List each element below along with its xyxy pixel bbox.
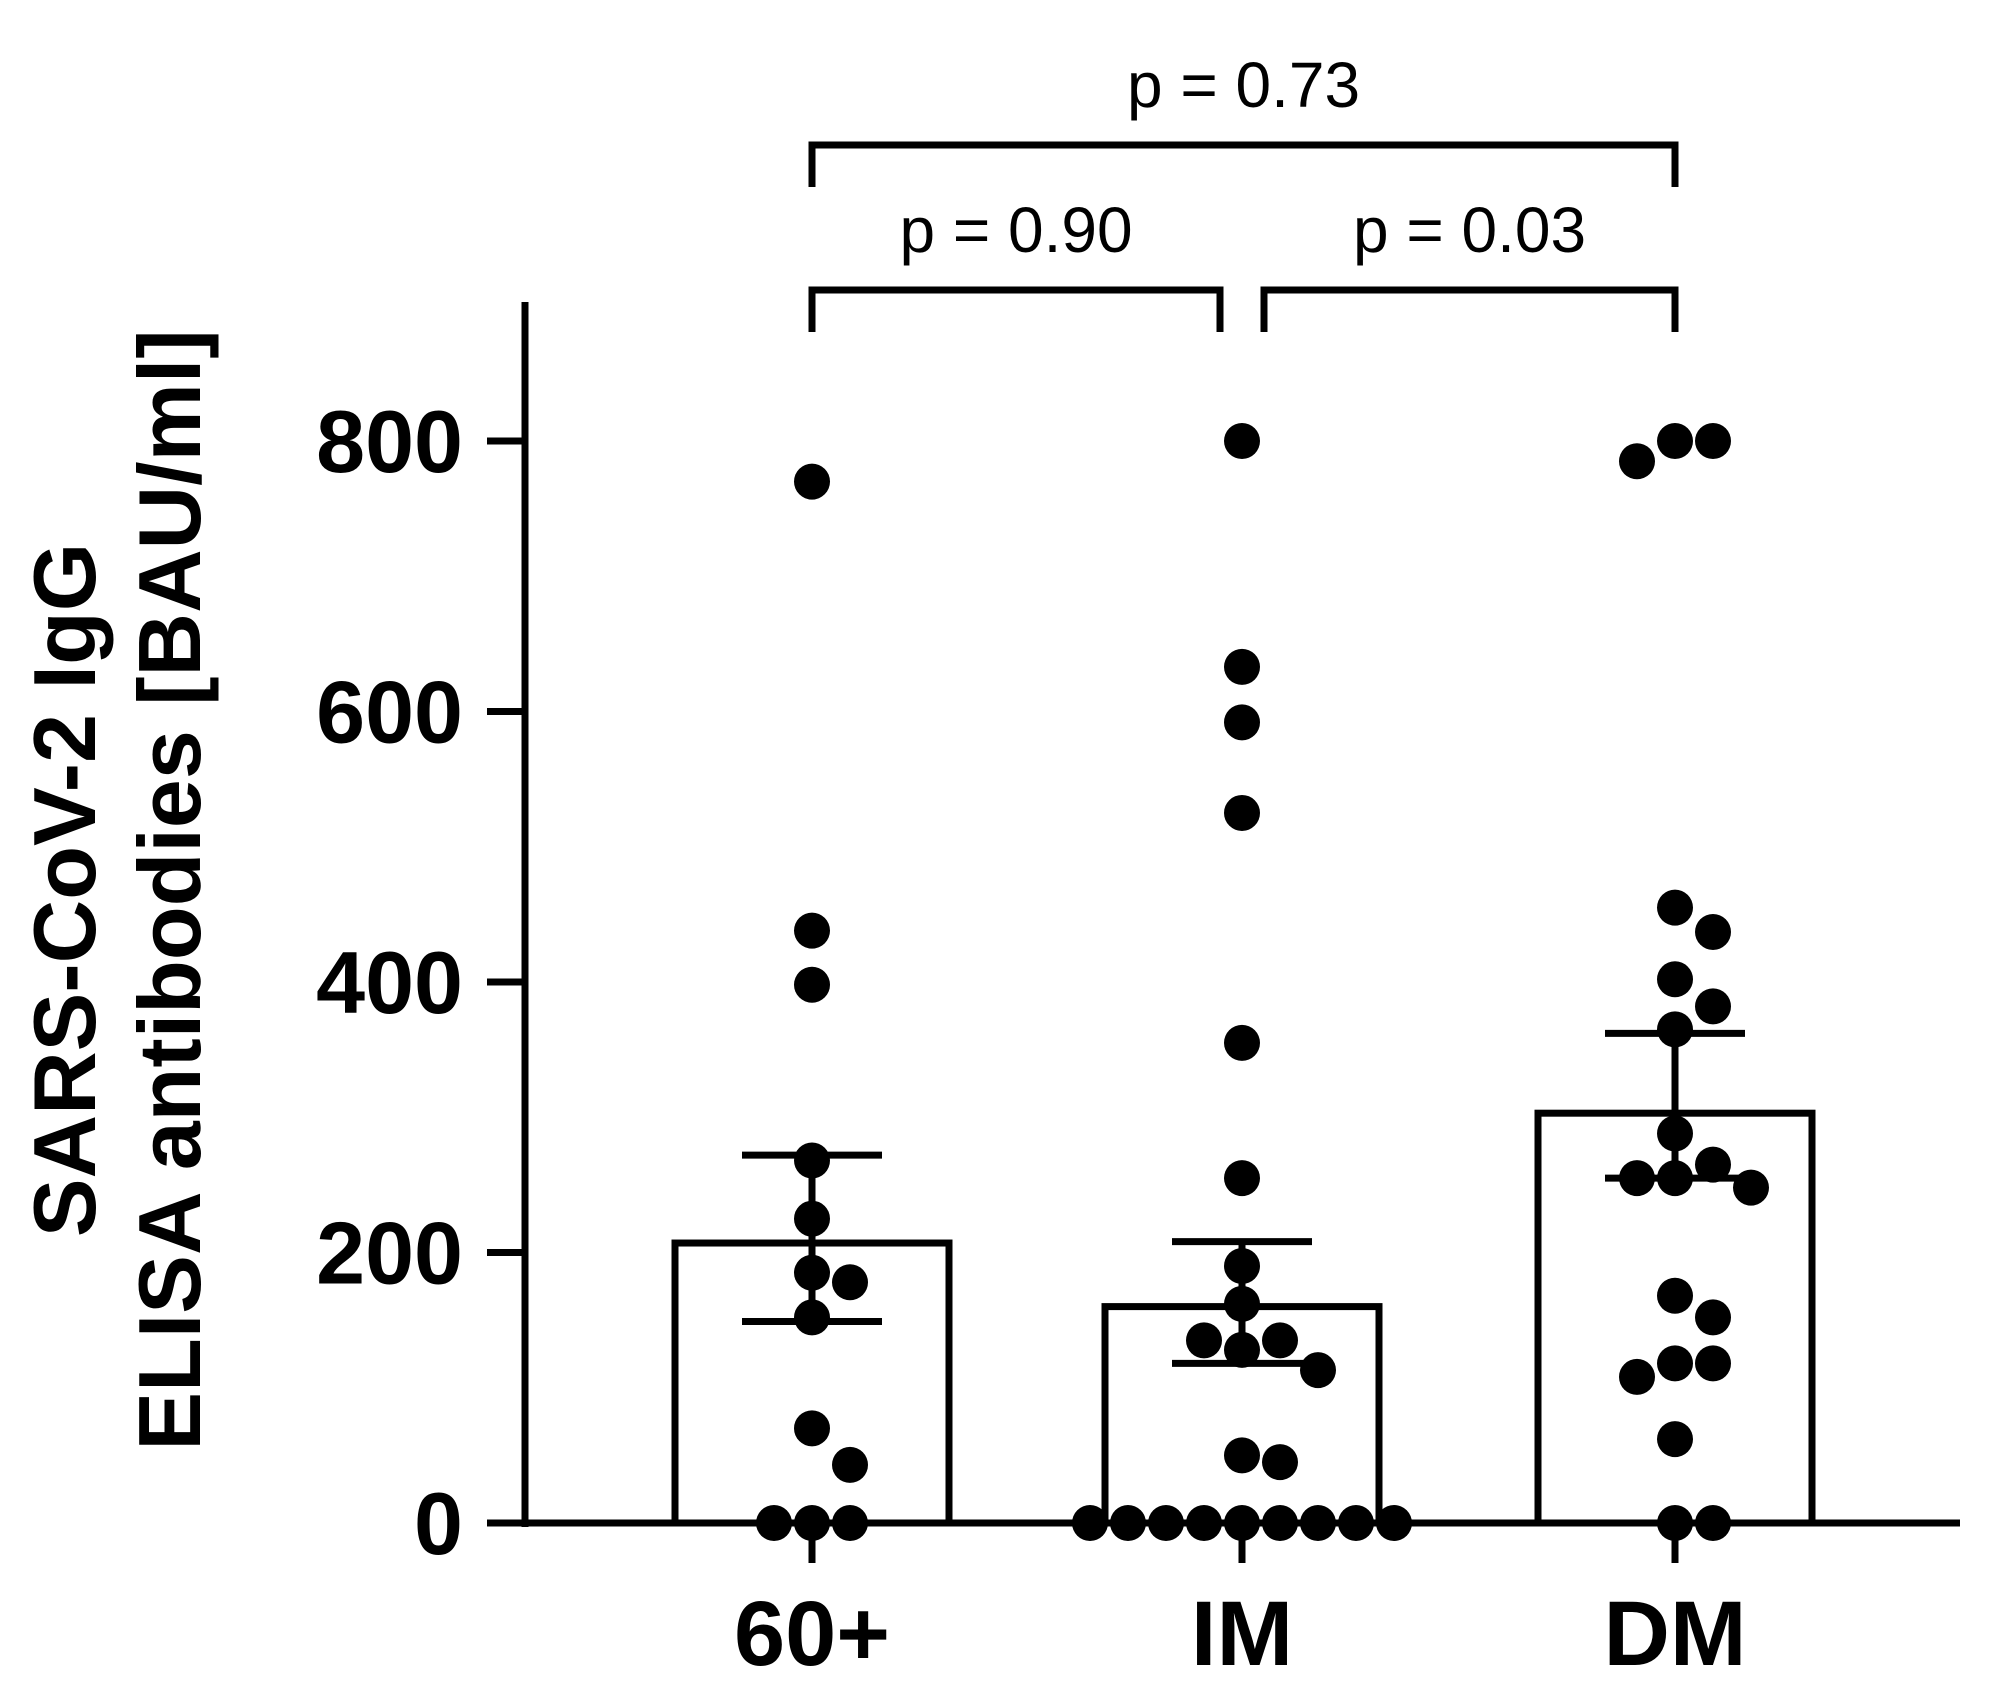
- data-point: [1224, 1285, 1260, 1322]
- x-category-label: DM: [1603, 1583, 1746, 1685]
- data-point: [1657, 1345, 1693, 1382]
- data-point: [1657, 1115, 1693, 1152]
- data-point: [1657, 423, 1693, 459]
- data-point: [1657, 1160, 1693, 1197]
- y-axis-title: SARS-CoV-2 IgG ELISA antibodies [BAU/ml]: [15, 329, 219, 1450]
- data-point: [1072, 1505, 1108, 1541]
- data-point: [1148, 1505, 1184, 1541]
- data-point: [1338, 1505, 1374, 1541]
- data-point: [1657, 1277, 1693, 1314]
- data-point: [1657, 1505, 1693, 1541]
- data-point: [1657, 1421, 1693, 1458]
- data-point: [794, 1200, 830, 1237]
- data-point: [1619, 443, 1655, 480]
- data-point: [832, 1264, 868, 1301]
- data-point: [1224, 794, 1260, 831]
- data-point: [794, 1142, 830, 1179]
- data-point: [1224, 1505, 1260, 1541]
- y-tick-label: 200: [316, 1204, 463, 1303]
- y-tick-label: 600: [316, 663, 463, 762]
- data-point: [794, 966, 830, 1003]
- data-point: [1695, 913, 1731, 950]
- data-point: [756, 1505, 792, 1541]
- data-point: [1224, 704, 1260, 741]
- significance-bracket: [808, 141, 1679, 187]
- data-point: [1300, 1352, 1336, 1389]
- data-point: [794, 1410, 830, 1447]
- data-point: [1186, 1505, 1222, 1541]
- data-point: [1695, 1345, 1731, 1382]
- data-point: [1224, 1437, 1260, 1474]
- y-tick-label: 0: [414, 1474, 463, 1573]
- data-point: [1262, 1444, 1298, 1481]
- data-point: [794, 912, 830, 949]
- significance-bracket: [808, 286, 1224, 332]
- x-category-label: 60+: [734, 1583, 890, 1685]
- data-point: [832, 1505, 868, 1541]
- data-point: [1224, 648, 1260, 685]
- data-point: [1224, 1331, 1260, 1368]
- data-point: [1657, 889, 1693, 926]
- y-axis-title-line2: ELISA antibodies [BAU/ml]: [120, 329, 219, 1450]
- y-tick-label: 400: [316, 933, 463, 1032]
- x-category-label: IM: [1191, 1583, 1293, 1685]
- data-point: [794, 1505, 830, 1541]
- y-tick-label: 800: [316, 392, 463, 491]
- data-point: [1619, 1358, 1655, 1395]
- data-point: [1619, 1160, 1655, 1197]
- p-value-label: p = 0.03: [1353, 194, 1586, 266]
- y-axis-title-line1: SARS-CoV-2 IgG: [15, 543, 114, 1237]
- data-point: [832, 1446, 868, 1483]
- data-point: [1376, 1505, 1412, 1541]
- data-point: [1262, 1322, 1298, 1359]
- data-point: [1300, 1505, 1336, 1541]
- significance-bracket: [1260, 286, 1679, 332]
- data-point: [794, 1299, 830, 1336]
- data-point: [794, 1254, 830, 1291]
- plot-area: 0 200 400 600 800 60+ IM DM p = 0.90 p = 0.03 p = …: [316, 49, 1960, 1685]
- data-point: [794, 463, 830, 500]
- data-point: [1657, 961, 1693, 998]
- data-point: [1657, 1011, 1693, 1048]
- data-point: [1695, 423, 1731, 459]
- data-point: [1695, 1299, 1731, 1336]
- data-point: [1224, 423, 1260, 459]
- p-value-label: p = 0.73: [1127, 49, 1360, 121]
- data-point: [1733, 1169, 1769, 1206]
- data-point: [1695, 988, 1731, 1025]
- data-point: [1186, 1322, 1222, 1359]
- data-point: [1224, 1160, 1260, 1197]
- data-point: [1262, 1505, 1298, 1541]
- data-point: [1695, 1505, 1731, 1541]
- data-point: [1224, 1024, 1260, 1061]
- data-point: [1695, 1146, 1731, 1183]
- data-point: [1110, 1505, 1146, 1541]
- p-value-label: p = 0.90: [899, 194, 1132, 266]
- data-point: [1224, 1248, 1260, 1285]
